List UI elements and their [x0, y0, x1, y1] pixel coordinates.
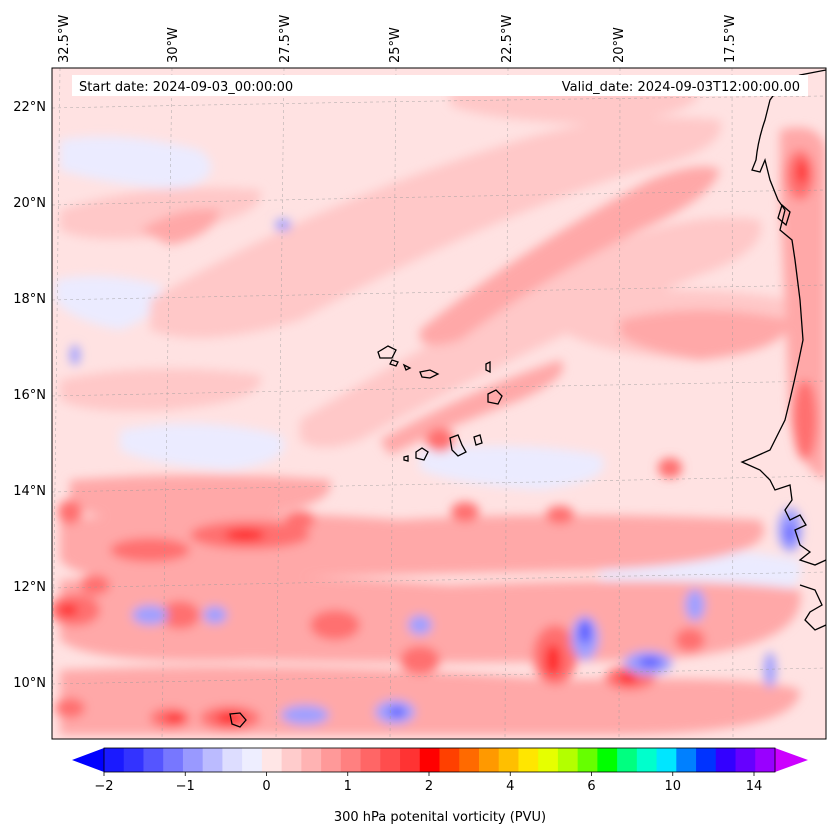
colorbar-tick-label: 0 — [262, 779, 270, 794]
lat-label: 12°N — [13, 580, 46, 595]
colorbar-tick-label: 4 — [506, 779, 514, 794]
valid-date-label: Valid_date: 2024-09-03T12:00:00.00 — [562, 80, 800, 95]
colorbar-outline — [103, 747, 776, 773]
colorbar-cells — [104, 748, 776, 772]
colorbar-cell — [478, 748, 500, 772]
map-panel — [52, 68, 826, 739]
colorbar-cell — [617, 748, 638, 772]
colorbar-cell — [656, 748, 677, 772]
colorbar-cell — [439, 748, 460, 772]
lon-label: 25°W — [388, 27, 403, 63]
coastlines — [740, 69, 826, 631]
colorbar-cell — [400, 748, 421, 772]
colorbar-cell — [755, 748, 776, 772]
colorbar-cell — [104, 748, 125, 772]
colorbar-cell — [735, 748, 756, 772]
africa-coastline — [740, 69, 826, 566]
colorbar-cell — [498, 748, 520, 772]
lon-label: 17.5°W — [723, 15, 738, 63]
longitude-labels: 32.5°W 30°W 27.5°W 25°W 22.5°W 20°W 17.5… — [57, 15, 738, 63]
colorbar-tick-label: 10 — [664, 779, 681, 794]
lon-label: 20°W — [612, 27, 627, 63]
colorbar-cell — [321, 748, 342, 772]
lat-label: 10°N — [13, 676, 46, 691]
colorbar-tick-label: 1 — [344, 779, 352, 794]
colorbar-cell — [696, 748, 717, 772]
colorbar-cell — [281, 748, 302, 772]
colorbar-title: 300 hPa potenital vorticity (PVU) — [334, 810, 546, 825]
colorbar-cell — [123, 748, 145, 772]
colorbar-cell — [143, 748, 164, 772]
lat-label: 22°N — [13, 100, 46, 115]
date-header-box — [72, 75, 808, 96]
colorbar-cell — [419, 748, 441, 772]
colorbar-cell — [715, 748, 737, 772]
colorbar-cell — [163, 748, 184, 772]
map-frame — [51, 67, 827, 740]
lat-label: 16°N — [13, 388, 46, 403]
colorbar-cell — [202, 748, 224, 772]
colorbar-cell — [340, 748, 362, 772]
lon-label: 30°W — [166, 27, 181, 63]
colorbar-cell — [380, 748, 401, 772]
colorbar-tick-label: −2 — [94, 779, 113, 794]
colorbar-cell — [636, 748, 658, 772]
colorbar-tick-label: 2 — [425, 779, 433, 794]
colorbar-ticks: −2 −1 0 1 2 4 6 10 14 — [94, 772, 762, 794]
colorbar-cell — [557, 748, 579, 772]
colorbar-cell — [242, 748, 263, 772]
colorbar-cell — [459, 748, 480, 772]
lat-label: 18°N — [13, 292, 46, 307]
colorbar-cell — [301, 748, 322, 772]
colorbar-cell — [222, 748, 243, 772]
start-date-label: Start date: 2024-09-03_00:00:00 — [79, 80, 293, 95]
colorbar-under-arrow — [72, 748, 104, 772]
colorbar-cell — [261, 748, 283, 772]
latitude-labels: 22°N 20°N 18°N 16°N 14°N 12°N 10°N — [13, 100, 46, 691]
colorbar-tick-label: 14 — [746, 779, 763, 794]
colorbar-tick-label: −1 — [176, 779, 195, 794]
lat-label: 20°N — [13, 196, 46, 211]
colorbar-tick-label: 6 — [587, 779, 595, 794]
pv-anomaly-field — [52, 85, 826, 735]
lon-label: 32.5°W — [57, 15, 72, 63]
colorbar-over-arrow — [775, 748, 808, 772]
colorbar-cell — [577, 748, 598, 772]
colorbar-cell — [676, 748, 697, 772]
colorbar-cell — [538, 748, 559, 772]
colorbar-cell — [518, 748, 539, 772]
graticule — [52, 68, 826, 739]
colorbar-cell — [182, 748, 204, 772]
cape-verde-islands — [229, 345, 503, 728]
lon-label: 27.5°W — [278, 15, 293, 63]
colorbar-cell — [360, 748, 381, 772]
colorbar-cell — [597, 748, 618, 772]
colorbar: −2 −1 0 1 2 4 6 10 14 300 hPa potenital vorticit… — [72, 747, 808, 825]
lat-label: 14°N — [13, 484, 46, 499]
lon-label: 22.5°W — [500, 15, 515, 63]
